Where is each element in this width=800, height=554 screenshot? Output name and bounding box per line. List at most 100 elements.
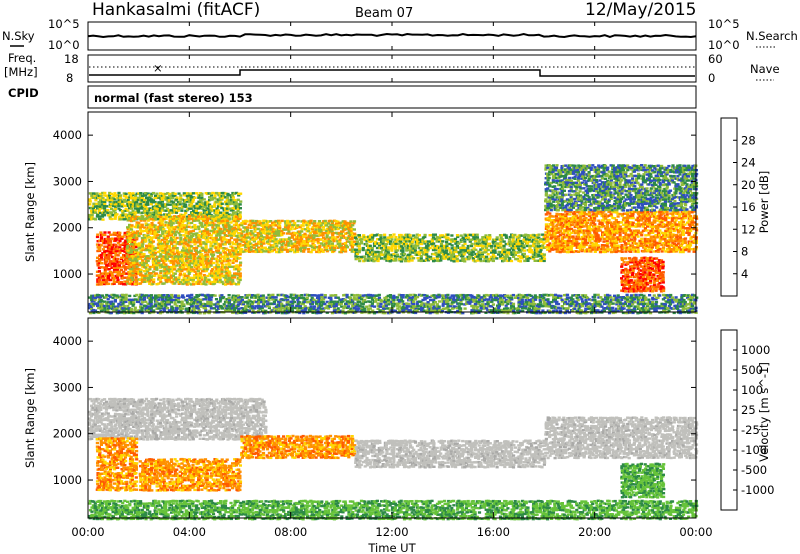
echo-cell — [145, 211, 150, 215]
echo-cell — [177, 241, 181, 244]
echo-cell — [152, 280, 156, 284]
echo-cell — [212, 205, 217, 208]
echo-cell — [227, 201, 231, 204]
echo-cell — [133, 257, 137, 260]
echo-cell — [282, 232, 286, 235]
echo-cell — [491, 259, 495, 263]
echo-cell — [110, 217, 114, 221]
echo-cell — [107, 244, 111, 247]
echo-cell — [95, 274, 99, 277]
echo-cell — [128, 206, 132, 210]
echo-cell — [166, 200, 170, 203]
echo-cell — [167, 223, 171, 227]
echo-cell — [175, 241, 179, 244]
echo-cell — [230, 198, 234, 202]
echo-cell — [164, 255, 168, 259]
echo-cell — [146, 192, 150, 195]
echo-cell — [358, 247, 362, 250]
echo-cell — [95, 192, 99, 195]
echo-cell — [148, 214, 152, 217]
echo-cell — [225, 219, 229, 222]
echo-cell — [161, 232, 165, 235]
echo-cell — [128, 223, 132, 227]
echo-cell — [149, 194, 153, 198]
echo-cell — [238, 207, 242, 210]
echo-cell — [629, 238, 633, 241]
echo-cell — [103, 214, 107, 217]
echo-cell — [200, 276, 204, 279]
echo-cell — [143, 274, 147, 278]
echo-cell — [135, 197, 139, 200]
echo-cell — [191, 205, 195, 208]
echo-cell — [390, 235, 394, 238]
echo-cell — [216, 214, 220, 217]
echo-cell — [107, 275, 111, 278]
echo-cell — [636, 248, 640, 251]
echo-cell — [155, 272, 159, 275]
echo-cell — [239, 200, 243, 203]
echo-cell — [135, 268, 139, 271]
echo-cell — [124, 200, 128, 203]
echo-cell — [88, 198, 92, 201]
echo-cell — [114, 233, 118, 236]
echo-cell — [151, 265, 155, 268]
freq-panel-frame — [87, 54, 697, 83]
echo-cell — [216, 205, 221, 208]
echo-cell — [136, 198, 141, 201]
echo-cell — [168, 259, 172, 263]
echo-cell — [121, 216, 125, 219]
echo-cell — [514, 247, 518, 250]
echo-cell — [656, 244, 660, 247]
echo-cell — [116, 254, 120, 257]
echo-cell — [164, 231, 168, 235]
echo-cell — [187, 192, 191, 195]
echo-cell — [140, 196, 144, 200]
freq-left-tick-bottom: 8 — [66, 71, 73, 85]
echo-cell — [148, 274, 152, 277]
echo-cell — [137, 221, 141, 225]
echo-cell — [94, 199, 98, 202]
echo-cell — [96, 278, 100, 281]
echo-cell — [130, 219, 134, 223]
echo-cell — [124, 192, 128, 195]
echo-cell — [260, 246, 264, 249]
echo-cell — [445, 240, 449, 244]
echo-cell — [224, 196, 228, 199]
echo-cell — [189, 265, 194, 269]
echo-cell — [99, 196, 103, 200]
echo-cell — [104, 278, 109, 282]
echo-cell — [379, 251, 383, 254]
echo-cell — [103, 262, 107, 265]
echo-cell — [132, 236, 136, 239]
echo-cell — [127, 225, 132, 229]
echo-cell — [139, 202, 143, 205]
echo-cell — [158, 207, 163, 210]
echo-cell — [138, 193, 142, 197]
echo-cell — [98, 259, 102, 263]
echo-cell — [211, 251, 215, 254]
echo-cell — [594, 214, 599, 218]
echo-cell — [153, 228, 157, 231]
echo-cell — [101, 233, 105, 237]
echo-cell — [141, 259, 145, 262]
echo-cell — [132, 202, 136, 205]
noise-left-tick-top: 10^5 — [48, 17, 80, 31]
echo-cell — [171, 222, 175, 225]
echo-cell — [231, 278, 235, 282]
echo-cell — [103, 252, 107, 255]
echo-cell — [131, 255, 135, 258]
echo-cell — [627, 242, 631, 245]
echo-cell — [620, 250, 624, 253]
echo-cell — [470, 253, 474, 256]
echo-cell — [133, 225, 137, 229]
echo-cell — [236, 213, 240, 216]
echo-cell — [175, 264, 179, 267]
echo-cell — [99, 283, 103, 286]
echo-cell — [207, 192, 211, 195]
echo-cell — [240, 248, 244, 251]
echo-cell — [121, 200, 125, 203]
echo-cell — [330, 242, 334, 245]
echo-cell — [155, 202, 159, 206]
echo-cell — [138, 273, 142, 277]
echo-cell — [124, 207, 128, 211]
